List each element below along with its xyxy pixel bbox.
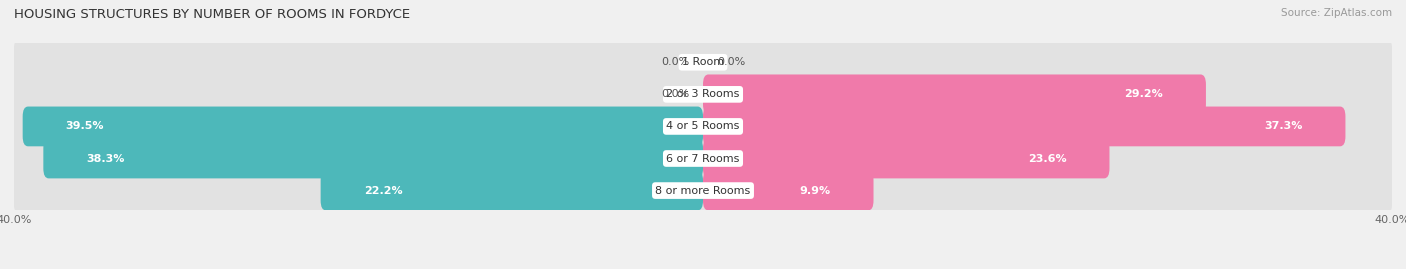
FancyBboxPatch shape — [14, 166, 703, 215]
FancyBboxPatch shape — [14, 134, 1392, 183]
FancyBboxPatch shape — [703, 102, 1392, 151]
FancyBboxPatch shape — [703, 70, 1392, 119]
FancyBboxPatch shape — [321, 171, 703, 210]
FancyBboxPatch shape — [14, 134, 703, 183]
Text: 22.2%: 22.2% — [364, 186, 402, 196]
FancyBboxPatch shape — [14, 102, 703, 151]
FancyBboxPatch shape — [14, 166, 1392, 215]
FancyBboxPatch shape — [703, 166, 1392, 215]
Text: 8 or more Rooms: 8 or more Rooms — [655, 186, 751, 196]
FancyBboxPatch shape — [44, 139, 703, 178]
FancyBboxPatch shape — [703, 38, 1392, 87]
FancyBboxPatch shape — [14, 38, 703, 87]
FancyBboxPatch shape — [703, 107, 1346, 146]
Text: 39.5%: 39.5% — [66, 121, 104, 132]
Text: 0.0%: 0.0% — [717, 57, 745, 67]
FancyBboxPatch shape — [14, 70, 703, 119]
Text: 23.6%: 23.6% — [1028, 154, 1066, 164]
FancyBboxPatch shape — [14, 38, 1392, 87]
FancyBboxPatch shape — [703, 171, 873, 210]
Text: 6 or 7 Rooms: 6 or 7 Rooms — [666, 154, 740, 164]
FancyBboxPatch shape — [703, 139, 1109, 178]
FancyBboxPatch shape — [22, 107, 703, 146]
FancyBboxPatch shape — [14, 70, 1392, 119]
Text: 4 or 5 Rooms: 4 or 5 Rooms — [666, 121, 740, 132]
Text: 9.9%: 9.9% — [800, 186, 831, 196]
Text: 0.0%: 0.0% — [661, 89, 689, 99]
Text: Source: ZipAtlas.com: Source: ZipAtlas.com — [1281, 8, 1392, 18]
Text: 1 Room: 1 Room — [682, 57, 724, 67]
Text: HOUSING STRUCTURES BY NUMBER OF ROOMS IN FORDYCE: HOUSING STRUCTURES BY NUMBER OF ROOMS IN… — [14, 8, 411, 21]
Text: 2 or 3 Rooms: 2 or 3 Rooms — [666, 89, 740, 99]
Text: 37.3%: 37.3% — [1264, 121, 1302, 132]
Text: 29.2%: 29.2% — [1125, 89, 1163, 99]
FancyBboxPatch shape — [703, 75, 1206, 114]
Text: 0.0%: 0.0% — [661, 57, 689, 67]
FancyBboxPatch shape — [14, 102, 1392, 151]
Text: 38.3%: 38.3% — [86, 154, 125, 164]
FancyBboxPatch shape — [703, 134, 1392, 183]
